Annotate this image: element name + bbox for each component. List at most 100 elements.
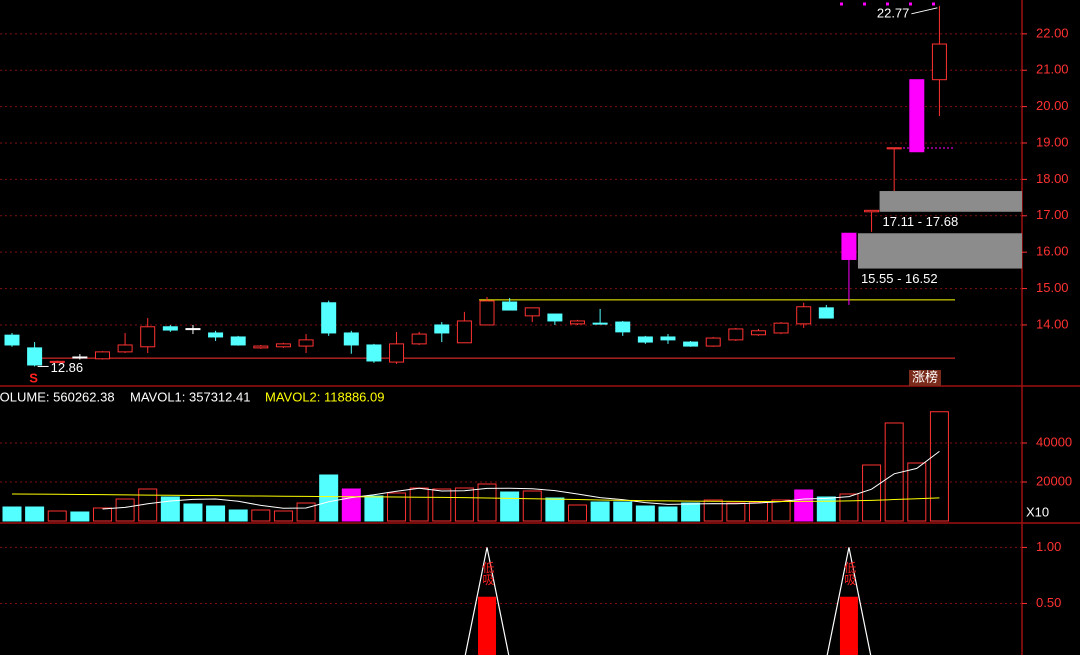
y-tick-label: 40000 [1036, 434, 1072, 449]
candle-body [570, 320, 585, 325]
volume-bar [929, 411, 949, 522]
candle-body [343, 332, 359, 346]
candle-body [524, 307, 540, 317]
series-label: VOLUME: 560262.38 [0, 389, 115, 404]
candle-body [592, 322, 608, 325]
candle-body [909, 79, 925, 153]
candle-body [434, 324, 450, 334]
y-tick-label: 15.00 [1036, 280, 1069, 295]
candle-body [864, 209, 880, 213]
candle-body [818, 307, 834, 319]
candle-body [931, 43, 947, 81]
volume-bar [545, 497, 565, 522]
candle-body [683, 341, 699, 347]
candle-body [502, 301, 518, 311]
volume-bar [47, 510, 67, 522]
volume-bar [635, 505, 655, 522]
candle-body [49, 360, 65, 363]
gap-label: 17.11 - 17.68 [883, 214, 959, 229]
unit-label: X10 [1026, 504, 1049, 519]
signal-label: 低吸 [481, 561, 495, 586]
volume-bar [658, 506, 678, 522]
candle-body [162, 326, 178, 331]
candle-body [705, 337, 721, 347]
candle-body [27, 347, 43, 366]
signal-line [464, 547, 872, 655]
gap-label: 15.55 - 16.52 [861, 271, 938, 286]
volume-bar [206, 505, 226, 522]
volume-bar [341, 488, 361, 522]
annotation-arrow [911, 7, 938, 15]
tag-label: 涨榜 [912, 369, 938, 384]
candle-body [366, 344, 382, 362]
y-tick-label: 1.00 [1036, 539, 1061, 554]
volume-bar [522, 490, 542, 522]
candle-body [411, 333, 427, 345]
candle-body [275, 343, 291, 348]
volume-bar [771, 499, 791, 522]
signal-marker: S [29, 370, 38, 385]
volume-bar [2, 506, 22, 522]
candle-body [479, 300, 495, 326]
candle-body [298, 339, 314, 347]
candle-body [456, 320, 472, 344]
ma-line [11, 493, 940, 502]
y-tick-label: 22.00 [1036, 25, 1069, 40]
candle-body [660, 336, 676, 341]
volume-bar [183, 503, 203, 522]
annotation-label: 12.86 [51, 360, 84, 375]
series-label: MAVOL2: 118886.09 [265, 389, 385, 404]
candle-body [253, 345, 269, 349]
candle-body [94, 351, 110, 360]
candle-body [637, 336, 653, 343]
volume-bar [726, 502, 746, 522]
candle-body [389, 343, 405, 363]
volume-bar [613, 501, 633, 522]
volume-bar [160, 496, 180, 522]
candle-body [140, 326, 156, 348]
candle-body [796, 306, 812, 325]
candle-body [615, 321, 631, 333]
volume-bar [839, 493, 859, 522]
ma-line [102, 450, 940, 510]
candle-body [773, 322, 789, 334]
y-tick-label: 14.00 [1036, 316, 1069, 331]
candle-body [117, 344, 133, 353]
y-tick-label: 17.00 [1036, 207, 1069, 222]
candle-body [185, 328, 201, 331]
candle-body [208, 332, 224, 338]
volume-bar [25, 506, 45, 522]
candle-body [230, 336, 246, 346]
chart-content: 14.00 15.00 16.00 17.00 18.00 19.00 20.00 21.00… [0, 5, 1072, 655]
y-tick-label: 21.00 [1036, 62, 1069, 77]
tag-bg [909, 370, 941, 386]
volume-bar [319, 474, 339, 522]
candle-body [750, 330, 766, 336]
volume-bar [681, 502, 701, 522]
series-label: MAVOL1: 357312.41 [130, 389, 250, 404]
volume-bar [816, 496, 836, 522]
volume-bar [590, 501, 610, 522]
volume-bar [862, 464, 882, 522]
volume-bar [794, 489, 814, 522]
volume-bar [477, 483, 497, 522]
y-tick-label: 0.50 [1036, 595, 1061, 610]
volume-bar [568, 504, 587, 522]
candle-body [841, 232, 857, 260]
y-tick-label: 20.00 [1036, 98, 1069, 113]
signal-bar [839, 596, 858, 655]
volume-bar [432, 488, 452, 522]
signal-label: 低吸 [843, 561, 857, 586]
candle-body [886, 147, 902, 150]
volume-bar [703, 499, 723, 522]
volume-bar [500, 491, 520, 522]
candle-body [728, 328, 744, 341]
gap-zone [857, 233, 1022, 269]
volume-bar [70, 511, 90, 522]
volume-bar [387, 492, 407, 522]
candle-body [4, 334, 20, 346]
volume-bar [907, 462, 927, 522]
y-tick-label: 16.00 [1036, 244, 1069, 259]
